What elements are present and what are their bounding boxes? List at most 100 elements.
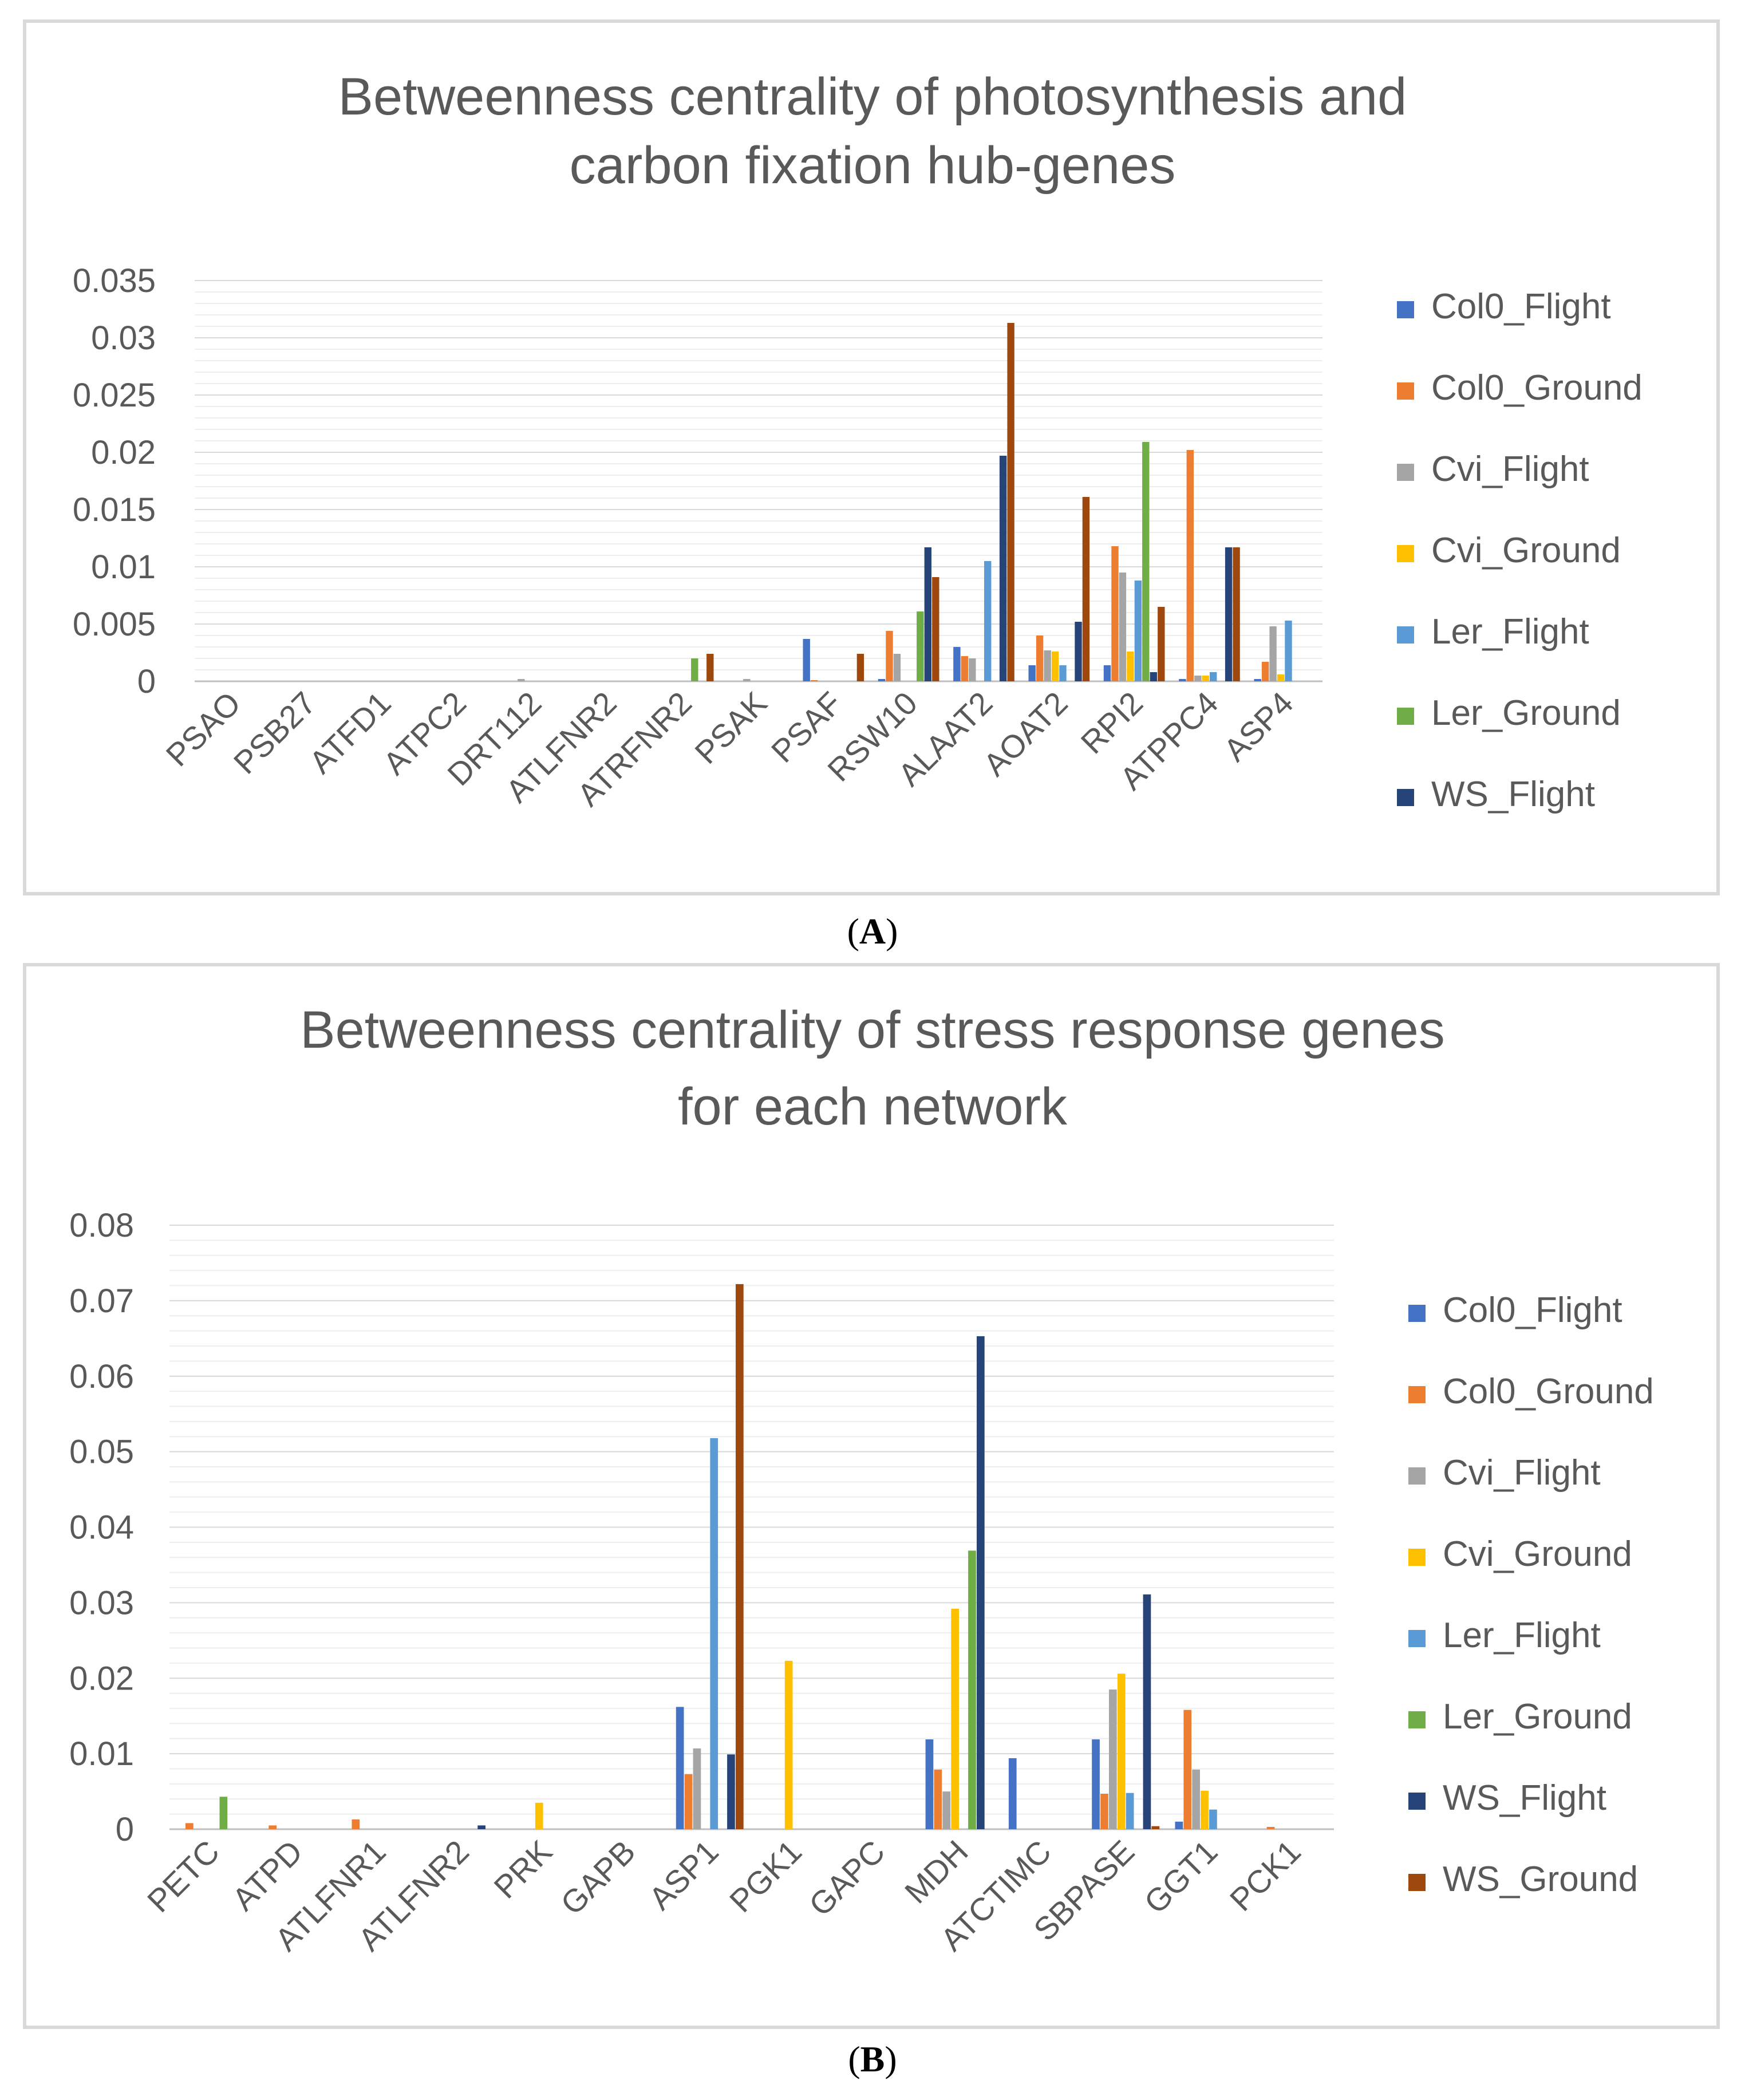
bar-col0-flight-atctimc xyxy=(1008,1758,1017,1829)
legend-label: Cvi_Ground xyxy=(1443,1534,1632,1574)
bar-ws-ground-asp1 xyxy=(736,1284,744,1829)
bar-ler-flight-aoat2 xyxy=(1059,665,1067,681)
chart-title-line: Betweenness centrality of photosynthesis… xyxy=(338,68,1407,126)
bar-ws-ground-sbpase xyxy=(1151,1826,1160,1829)
chart-a-frame xyxy=(23,19,1720,895)
bar-col0-ground-asp1 xyxy=(684,1774,693,1829)
legend-label: Col0_Ground xyxy=(1431,368,1643,408)
bar-ws-ground-atppc4 xyxy=(1233,547,1240,681)
legend-label: WS_Ground xyxy=(1443,1860,1638,1899)
legend-label: Cvi_Ground xyxy=(1431,531,1621,570)
bar-col0-flight-asp4 xyxy=(1254,679,1261,681)
category-label: ASP4 xyxy=(1217,685,1300,768)
y-tick-label: 0.07 xyxy=(69,1282,134,1320)
legend-swatch xyxy=(1408,1305,1426,1322)
bar-ws-ground-rsw10 xyxy=(932,577,939,681)
bar-col0-flight-psaf xyxy=(803,639,810,681)
bar-cvi-flight-ggt1 xyxy=(1192,1769,1200,1829)
bar-ws-flight-aoat2 xyxy=(1075,622,1082,681)
chart-title-line: Betweenness centrality of stress respons… xyxy=(300,1001,1445,1059)
bar-cvi-flight-asp1 xyxy=(693,1748,701,1829)
category-label: GAPB xyxy=(554,1833,642,1922)
bar-cvi-ground-sbpase xyxy=(1117,1673,1126,1829)
bar-ws-ground-psaf xyxy=(856,654,864,681)
bar-ler-flight-atppc4 xyxy=(1210,672,1217,681)
bar-col0-ground-atppc4 xyxy=(1186,450,1194,681)
bar-col0-ground-psaf xyxy=(810,680,818,681)
legend-swatch xyxy=(1408,1711,1426,1728)
category-label: MDH xyxy=(898,1833,975,1910)
bar-ler-flight-asp4 xyxy=(1285,621,1292,681)
legend-label: WS_Flight xyxy=(1443,1778,1606,1818)
bar-col0-flight-ggt1 xyxy=(1175,1821,1183,1829)
bar-ws-flight-asp1 xyxy=(727,1754,735,1829)
chart-a: Betweenness centrality of photosynthesis… xyxy=(73,68,1643,814)
bar-cvi-flight-drt112 xyxy=(518,679,525,681)
chart-title-line: for each network xyxy=(678,1077,1068,1136)
bar-ler-ground-rsw10 xyxy=(917,611,924,681)
bar-cvi-flight-atppc4 xyxy=(1194,676,1202,681)
legend-label: Ler_Flight xyxy=(1431,612,1589,652)
bar-col0-ground-aoat2 xyxy=(1036,635,1044,681)
y-tick-label: 0 xyxy=(116,1811,134,1848)
bar-cvi-ground-pgk1 xyxy=(784,1660,793,1829)
bar-ler-flight-ggt1 xyxy=(1209,1809,1217,1829)
bar-cvi-flight-alaat2 xyxy=(969,658,976,681)
bar-ws-ground-atrfnr2 xyxy=(706,654,714,681)
category-label: PETC xyxy=(140,1833,226,1919)
bar-cvi-flight-psak xyxy=(743,679,751,681)
category-label: PGK1 xyxy=(723,1833,808,1919)
bar-col0-flight-rpi2 xyxy=(1103,665,1111,681)
bar-cvi-ground-mdh xyxy=(951,1608,959,1829)
y-tick-label: 0.01 xyxy=(69,1735,134,1773)
legend-swatch xyxy=(1397,382,1414,400)
y-tick-label: 0.025 xyxy=(73,377,156,414)
legend-swatch xyxy=(1408,1874,1426,1891)
bar-cvi-flight-mdh xyxy=(942,1791,951,1829)
bar-ler-ground-rpi2 xyxy=(1142,442,1150,681)
legend-label: WS_Flight xyxy=(1431,775,1595,814)
bar-ler-flight-alaat2 xyxy=(984,561,992,681)
y-tick-label: 0.03 xyxy=(69,1584,134,1621)
panel-label-b: (B) xyxy=(848,2039,897,2079)
bar-ler-flight-rpi2 xyxy=(1134,581,1142,681)
legend-label: Col0_Flight xyxy=(1431,287,1611,326)
y-tick-label: 0.005 xyxy=(73,606,156,643)
bar-col0-flight-alaat2 xyxy=(953,647,961,681)
bar-cvi-ground-asp4 xyxy=(1277,674,1285,681)
category-label: ATFD1 xyxy=(302,685,398,780)
legend-label: Ler_Flight xyxy=(1443,1616,1601,1655)
bar-ws-flight-atlfnr2 xyxy=(477,1825,485,1829)
category-label: PSB27 xyxy=(227,685,323,781)
bar-col0-ground-rsw10 xyxy=(886,631,893,681)
category-label: AOAT2 xyxy=(976,685,1074,783)
y-tick-label: 0.02 xyxy=(69,1660,134,1697)
bar-col0-flight-rsw10 xyxy=(878,679,886,681)
bar-cvi-ground-aoat2 xyxy=(1051,652,1059,681)
y-tick-label: 0.04 xyxy=(69,1509,134,1546)
bar-col0-flight-aoat2 xyxy=(1028,665,1036,681)
bar-ws-flight-rsw10 xyxy=(924,547,931,681)
y-tick-label: 0.08 xyxy=(69,1207,134,1244)
bar-cvi-flight-sbpase xyxy=(1109,1690,1117,1829)
bar-cvi-ground-atppc4 xyxy=(1202,676,1209,681)
bar-cvi-flight-aoat2 xyxy=(1044,650,1051,681)
legend-swatch xyxy=(1397,626,1414,644)
legend-label: Cvi_Flight xyxy=(1431,449,1589,489)
bar-col0-flight-mdh xyxy=(925,1739,934,1829)
y-tick-label: 0.035 xyxy=(73,262,156,299)
bar-ler-ground-petc xyxy=(219,1797,228,1829)
category-label: GAPC xyxy=(802,1833,892,1923)
legend-label: Cvi_Flight xyxy=(1443,1453,1601,1493)
legend-label: Ler_Ground xyxy=(1443,1697,1632,1736)
bar-cvi-flight-rpi2 xyxy=(1119,573,1127,681)
bar-cvi-flight-rsw10 xyxy=(893,654,901,681)
legend-swatch xyxy=(1408,1630,1426,1647)
legend-swatch xyxy=(1408,1793,1426,1810)
chart-title-line: carbon fixation hub-genes xyxy=(570,136,1176,195)
y-tick-label: 0.03 xyxy=(91,319,156,357)
bar-ws-flight-rpi2 xyxy=(1150,672,1157,681)
y-tick-label: 0.06 xyxy=(69,1358,134,1395)
bar-col0-flight-asp1 xyxy=(676,1707,684,1829)
bar-cvi-ground-prk xyxy=(535,1802,543,1829)
